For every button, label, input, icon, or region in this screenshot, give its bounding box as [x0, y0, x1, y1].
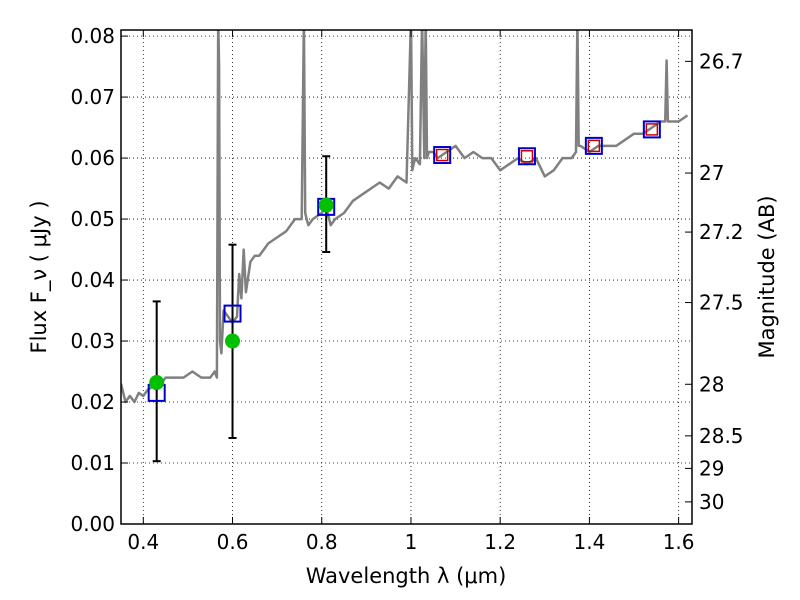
x-tick-label-0: 0.4: [127, 530, 159, 554]
grid-lines: [121, 30, 692, 524]
x-tick-label-3: 1: [405, 530, 418, 554]
x-tick-label-1: 0.6: [217, 530, 249, 554]
x-axis-label: Wavelength λ (μm): [306, 564, 507, 588]
mag-tick-label-7: 30: [699, 490, 724, 514]
model-box-3: [433, 146, 452, 165]
model-box-1: [223, 304, 242, 323]
x-tick-label-6: 1.6: [663, 530, 695, 554]
magnitude-tick-labels: 26.7 27 27.2 27.5 28 28.5 29 30: [699, 49, 744, 514]
y-tick-label-2: 0.02: [70, 390, 115, 414]
observed-point-0: [149, 375, 165, 391]
mag-tick-label-4: 28: [699, 372, 724, 396]
mag-tick-label-0: 26.7: [699, 49, 744, 73]
y-tick-label-8: 0.08: [70, 24, 115, 48]
inner-box-2: [587, 139, 601, 153]
model-box-4: [517, 147, 536, 166]
plot-frame: [120, 29, 693, 525]
y-tick-label-7: 0.07: [70, 85, 115, 109]
model-box-5: [584, 136, 603, 155]
y-tick-label-3: 0.03: [70, 329, 115, 353]
model-box-6: [642, 120, 661, 139]
x-tick-label-4: 1.2: [484, 530, 516, 554]
model-photometry-boxes: [147, 120, 661, 402]
y-tick-label-6: 0.06: [70, 146, 115, 170]
x-tick-label-2: 0.8: [306, 530, 338, 554]
right-axis-label: Magnitude (AB): [755, 195, 779, 358]
x-tick-labels: 0.4 0.6 0.8 1 1.2 1.4 1.6: [127, 530, 694, 554]
x-tick-label-5: 1.4: [573, 530, 605, 554]
observed-points: [149, 197, 334, 391]
observed-point-2: [318, 197, 334, 213]
model-spectrum-line: [121, 30, 689, 404]
axis-ticks: [121, 30, 692, 525]
y-tick-label-1: 0.01: [70, 451, 115, 475]
y-tick-labels: 0.00 0.01 0.02 0.03 0.04 0.05 0.06 0.07 0.08: [70, 24, 115, 536]
y-tick-label-5: 0.05: [70, 207, 115, 231]
inner-box-0: [435, 148, 449, 162]
mag-tick-label-2: 27.2: [699, 220, 744, 244]
mag-tick-label-6: 29: [699, 456, 724, 480]
y-tick-label-0: 0.00: [70, 512, 115, 536]
mag-tick-label-3: 27.5: [699, 291, 744, 315]
y-axis-label: Flux F_ν ( μJy ): [27, 200, 52, 353]
inner-box-1: [520, 149, 534, 163]
inner-box-3: [645, 123, 659, 136]
observed-point-1: [225, 333, 241, 349]
y-tick-label-4: 0.04: [70, 268, 115, 292]
mag-tick-label-1: 27: [699, 161, 724, 185]
mag-tick-label-5: 28.5: [699, 424, 744, 448]
